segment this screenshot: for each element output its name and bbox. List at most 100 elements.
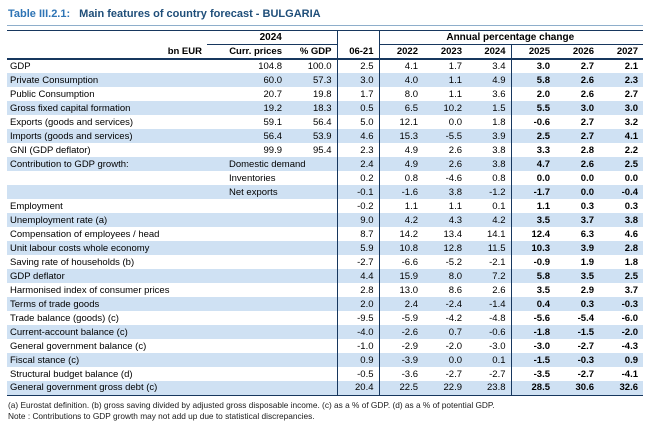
cell-pct-gdp: 18.3	[313, 102, 332, 114]
cell-value: -1.5	[510, 353, 555, 367]
cell-value: 9.0	[336, 213, 379, 227]
cell-value: 14.1	[487, 228, 506, 240]
cell-value: 3.7	[580, 214, 594, 226]
cell-value: 1.9	[580, 256, 594, 268]
cell-value: 13.4	[443, 228, 463, 240]
cell-value: 1.5	[492, 102, 506, 114]
cell-value: 5.0	[336, 115, 379, 129]
row-label: Current-account balance (c)	[10, 326, 128, 338]
table-row: Net exports -0.1 -1.6 3.8 -1.2 -1.7 0.0 -0.4	[7, 185, 643, 199]
row-sublabel: Net exports	[229, 186, 278, 198]
cell-pct-gdp	[287, 241, 337, 255]
cell-value: -1.7	[510, 185, 555, 199]
cell-value: -0.2	[336, 199, 379, 213]
cell-value: 3.0	[336, 73, 379, 87]
cell-value: -2.6	[378, 325, 423, 339]
cell-value: 0.3	[580, 298, 594, 310]
row-label: Imports (goods and services)	[10, 130, 133, 142]
cell-value: 1.1	[378, 199, 423, 213]
cell-value: 2.7	[580, 116, 594, 128]
cell-value: 0.0	[580, 172, 594, 184]
cell-value: 2.8	[580, 144, 594, 156]
table-row: Inventories 0.2 0.8 -4.6 0.8 0.0 0.0 0.0	[7, 171, 643, 185]
cell-value: 0.0	[510, 171, 555, 185]
cell-value: 22.5	[378, 381, 423, 395]
cell-value: 3.8	[492, 158, 506, 170]
col-header-curr-prices: Curr. prices	[207, 44, 287, 60]
cell-value: 5.9	[336, 241, 379, 255]
cell-value: 0.8	[378, 171, 423, 185]
cell-curr-prices: 20.7	[263, 88, 283, 100]
cell-value: -4.6	[445, 172, 462, 184]
footnotes: (a) Eurostat definition. (b) gross savin…	[7, 396, 643, 423]
cell-value: 0.3	[624, 200, 638, 212]
cell-value: -5.6	[510, 311, 555, 325]
row-label: Fiscal stance (c)	[10, 354, 80, 366]
cell-value: 2.4	[378, 297, 423, 311]
table-row: GDP 104.8 100.0 2.5 4.1 1.7 3.4 3.0 2.7 2.1	[7, 59, 643, 73]
row-label: Structural budget balance (d)	[10, 368, 133, 380]
cell-value: 11.5	[487, 242, 506, 254]
cell-value: 5.5	[510, 101, 555, 115]
cell-value: 12.8	[443, 242, 463, 254]
cell-value: -2.0	[445, 340, 462, 352]
table-row: Imports (goods and services) 56.4 53.9 4.6 1…	[7, 129, 643, 143]
table-row: Current-account balance (c) -4.0 -2.6 0.7 -0…	[7, 325, 643, 339]
cell-value: -3.0	[510, 339, 555, 353]
cell-curr-prices	[207, 199, 287, 213]
cell-value: -3.9	[378, 353, 423, 367]
cell-value: 3.8	[448, 186, 462, 198]
row-label: Unemployment rate (a)	[10, 214, 108, 226]
cell-pct-gdp	[287, 283, 337, 297]
cell-value: -6.0	[621, 312, 638, 324]
cell-curr-prices: 56.4	[263, 130, 283, 142]
cell-value: -4.3	[621, 340, 638, 352]
cell-pct-gdp	[287, 255, 337, 269]
cell-curr-prices: 60.0	[263, 74, 283, 86]
empty-header-cell	[336, 30, 379, 45]
cell-value: 2.6	[580, 158, 594, 170]
table-row: Unemployment rate (a) 9.0 4.2 4.3 4.2 3.5 3.7 3…	[7, 213, 643, 227]
cell-value: 4.1	[378, 59, 423, 73]
table-row: Contribution to GDP growth: Domestic dema…	[7, 157, 643, 171]
cell-value: -2.1	[489, 256, 506, 268]
cell-value: -1.2	[489, 186, 506, 198]
cell-value: 2.7	[624, 88, 638, 100]
cell-value: -0.3	[577, 354, 594, 366]
row-label: Compensation of employees / head	[10, 228, 160, 240]
cell-value: 0.3	[580, 200, 594, 212]
row-label: GDP	[10, 61, 31, 72]
cell-value: 32.6	[619, 382, 639, 394]
cell-value: 2.4	[336, 157, 379, 171]
row-label: Unit labour costs whole economy	[10, 242, 150, 254]
table-row: Structural budget balance (d) -0.5 -3.6 -2.…	[7, 367, 643, 381]
table-reference: Table III.2.1:	[8, 8, 71, 20]
cell-value: 2.2	[624, 144, 638, 156]
cell-curr-prices	[207, 269, 287, 283]
table-row: Employment -0.2 1.1 1.1 0.1 1.1 0.3 0.3	[7, 199, 643, 213]
cell-value: 0.7	[448, 326, 462, 338]
cell-value: 3.8	[492, 144, 506, 156]
table-row: GNI (GDP deflator) 99.9 95.4 2.3 4.9 2.6 3.8 3.…	[7, 143, 643, 157]
cell-curr-prices: 99.9	[263, 144, 283, 156]
cell-curr-prices	[207, 297, 287, 311]
cell-value: 2.5	[336, 59, 379, 73]
cell-value: -2.4	[445, 298, 462, 310]
cell-value: 20.4	[336, 381, 379, 395]
table-row: Terms of trade goods 2.0 2.4 -2.4 -1.4 0.4 0.3…	[7, 297, 643, 311]
cell-value: -0.1	[336, 185, 379, 199]
cell-value: 3.0	[510, 59, 555, 73]
cell-value: 0.2	[336, 171, 379, 185]
cell-value: 2.3	[624, 74, 638, 86]
cell-value: 1.1	[448, 200, 462, 212]
cell-value: -2.7	[336, 255, 379, 269]
cell-curr-prices: 104.8	[258, 61, 282, 72]
cell-value: -4.2	[445, 312, 462, 324]
cell-value: -2.7	[445, 368, 462, 380]
cell-value: 1.1	[448, 88, 462, 100]
row-label: Trade balance (goods) (c)	[10, 312, 119, 324]
cell-curr-prices: 59.1	[263, 116, 283, 128]
cell-value: -4.1	[621, 368, 638, 380]
cell-value: 4.1	[624, 130, 638, 142]
cell-value: 12.1	[378, 115, 423, 129]
